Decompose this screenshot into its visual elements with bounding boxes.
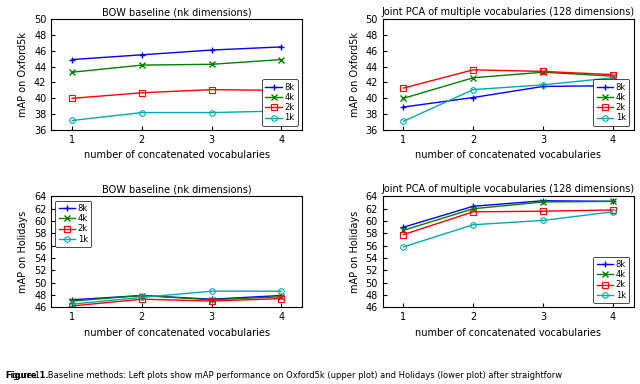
2k xyxy=(278,88,285,93)
4k xyxy=(609,74,616,78)
Text: Figure 1.: Figure 1. xyxy=(6,371,52,380)
4k xyxy=(68,299,76,303)
Line: 4k: 4k xyxy=(400,198,616,234)
2k xyxy=(539,69,547,74)
Line: 1k: 1k xyxy=(401,75,616,124)
Legend: 8k, 4k, 2k, 1k: 8k, 4k, 2k, 1k xyxy=(593,257,629,303)
1k xyxy=(469,222,477,227)
Line: 2k: 2k xyxy=(69,87,284,101)
1k xyxy=(399,119,407,124)
Text: Figure 1.  Baseline methods: Left plots show mAP performance on Oxford5k (upper : Figure 1. Baseline methods: Left plots s… xyxy=(6,371,563,380)
8k xyxy=(399,105,407,109)
X-axis label: number of concatenated vocabularies: number of concatenated vocabularies xyxy=(84,151,269,161)
2k xyxy=(138,297,146,301)
2k xyxy=(278,296,285,301)
1k xyxy=(469,87,477,92)
2k xyxy=(68,96,76,101)
4k xyxy=(138,293,146,298)
1k xyxy=(138,295,146,300)
Line: 1k: 1k xyxy=(401,209,616,250)
Legend: 8k, 4k, 2k, 1k: 8k, 4k, 2k, 1k xyxy=(593,79,629,126)
8k xyxy=(278,293,285,298)
4k xyxy=(68,70,76,74)
8k xyxy=(539,84,547,89)
2k xyxy=(399,86,407,90)
8k xyxy=(469,204,477,209)
X-axis label: number of concatenated vocabularies: number of concatenated vocabularies xyxy=(84,328,269,338)
4k xyxy=(399,228,407,233)
Line: 4k: 4k xyxy=(68,56,285,76)
1k xyxy=(609,210,616,214)
2k xyxy=(539,209,547,214)
8k xyxy=(138,53,146,57)
Legend: 8k, 4k, 2k, 1k: 8k, 4k, 2k, 1k xyxy=(56,200,92,247)
Line: 8k: 8k xyxy=(68,292,285,303)
Title: Joint PCA of multiple vocabularies (128 dimensions): Joint PCA of multiple vocabularies (128 … xyxy=(381,184,635,194)
2k xyxy=(609,72,616,77)
8k xyxy=(278,45,285,49)
4k xyxy=(399,96,407,101)
1k xyxy=(609,75,616,80)
Line: 8k: 8k xyxy=(68,43,285,63)
2k xyxy=(469,68,477,72)
Line: 8k: 8k xyxy=(400,197,616,231)
Line: 4k: 4k xyxy=(400,69,616,102)
1k xyxy=(278,109,285,113)
2k xyxy=(609,208,616,212)
Y-axis label: mAP on Holidays: mAP on Holidays xyxy=(349,211,360,293)
4k xyxy=(609,199,616,204)
Line: 8k: 8k xyxy=(400,82,616,111)
4k xyxy=(208,62,216,66)
2k xyxy=(208,299,216,303)
1k xyxy=(68,302,76,306)
1k xyxy=(539,83,547,87)
Line: 2k: 2k xyxy=(401,67,616,91)
8k xyxy=(208,48,216,52)
1k xyxy=(399,245,407,249)
4k xyxy=(469,75,477,80)
2k xyxy=(399,232,407,237)
8k xyxy=(469,95,477,100)
1k xyxy=(208,110,216,115)
8k xyxy=(609,199,616,204)
8k xyxy=(399,225,407,230)
Title: BOW baseline (nk dimensions): BOW baseline (nk dimensions) xyxy=(102,184,252,194)
2k xyxy=(208,87,216,92)
2k xyxy=(138,91,146,95)
1k xyxy=(138,110,146,115)
Line: 4k: 4k xyxy=(68,292,285,305)
1k xyxy=(208,289,216,293)
8k xyxy=(609,83,616,88)
1k xyxy=(278,289,285,293)
Line: 2k: 2k xyxy=(401,207,616,237)
1k xyxy=(68,118,76,123)
8k xyxy=(68,298,76,302)
Title: BOW baseline (nk dimensions): BOW baseline (nk dimensions) xyxy=(102,7,252,17)
2k xyxy=(469,210,477,214)
1k xyxy=(539,218,547,223)
Line: 2k: 2k xyxy=(69,296,284,309)
8k xyxy=(539,199,547,203)
8k xyxy=(68,57,76,62)
4k xyxy=(539,70,547,74)
2k xyxy=(68,304,76,308)
Legend: 8k, 4k, 2k, 1k: 8k, 4k, 2k, 1k xyxy=(262,79,298,126)
4k xyxy=(208,298,216,302)
Y-axis label: mAP on Holidays: mAP on Holidays xyxy=(19,211,28,293)
8k xyxy=(208,297,216,301)
4k xyxy=(278,57,285,62)
Line: 1k: 1k xyxy=(69,288,284,307)
4k xyxy=(138,63,146,68)
4k xyxy=(539,200,547,204)
8k xyxy=(138,293,146,298)
X-axis label: number of concatenated vocabularies: number of concatenated vocabularies xyxy=(415,151,601,161)
4k xyxy=(469,207,477,211)
Y-axis label: mAP on Oxford5k: mAP on Oxford5k xyxy=(19,32,28,117)
4k xyxy=(278,295,285,299)
Line: 1k: 1k xyxy=(69,108,284,123)
X-axis label: number of concatenated vocabularies: number of concatenated vocabularies xyxy=(415,328,601,338)
Title: Joint PCA of multiple vocabularies (128 dimensions): Joint PCA of multiple vocabularies (128 … xyxy=(381,7,635,17)
Y-axis label: mAP on Oxford5k: mAP on Oxford5k xyxy=(350,32,360,117)
